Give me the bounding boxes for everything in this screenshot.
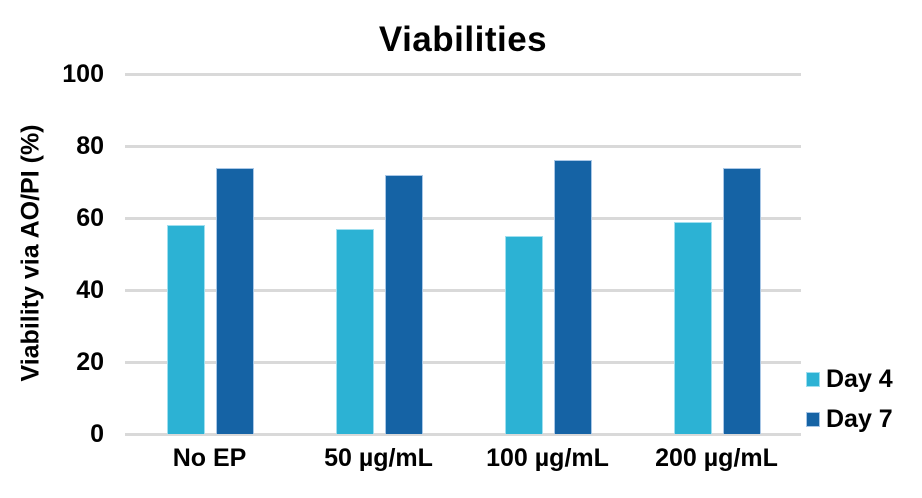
chart-title: Viabilities [378,20,548,59]
bar-day-4-no-ep [166,225,205,434]
y-tick-label-60: 60 [76,204,104,232]
x-axis-label-100-g-ml: 100 µg/mL [486,444,609,472]
bar-day-4-100-g-ml [504,236,543,434]
x-axis-label-200-g-ml: 200 µg/mL [655,444,778,472]
legend-item-day-7: Day 7 [806,404,893,434]
bar-day-7-200-g-ml [722,167,761,434]
gridline-60 [125,216,801,220]
y-tick-label-20: 20 [76,348,104,376]
bar-day-7-50-g-ml [384,174,423,434]
legend-label-day-4: Day 4 [826,365,893,393]
gridline-80 [125,144,801,148]
legend-label-day-7: Day 7 [826,405,893,433]
y-tick-label-40: 40 [76,276,104,304]
bar-day-7-100-g-ml [553,160,592,434]
legend: Day 4 Day 7 [806,364,893,434]
gridline-100 [125,72,801,76]
y-tick-label-100: 100 [62,60,104,88]
y-tick-label-0: 0 [90,420,104,448]
bar-day-4-200-g-ml [673,221,712,434]
x-axis-label-50-g-ml: 50 µg/mL [324,444,433,472]
bar-day-4-50-g-ml [335,228,374,434]
legend-swatch-day-4 [806,371,820,387]
legend-item-day-4: Day 4 [806,364,893,394]
legend-swatch-day-7 [806,411,820,427]
gridline-20 [125,360,801,364]
plot-area [125,72,801,436]
gridline-40 [125,288,801,292]
x-axis-label-no-ep: No EP [172,444,247,472]
bar-day-7-no-ep [215,167,254,434]
y-ticks: 100 80 60 40 20 0 [0,0,104,498]
y-tick-label-80: 80 [76,132,104,160]
gridline-0 [125,432,801,436]
